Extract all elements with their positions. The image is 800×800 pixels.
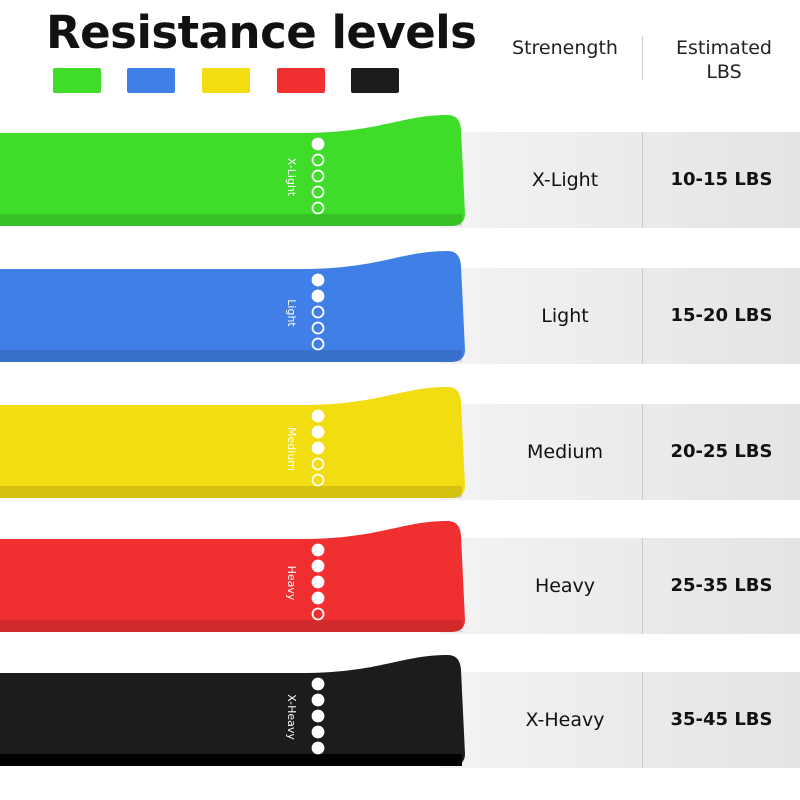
resistance-band: X-Heavy [0,655,465,766]
strength-label: Medium [527,441,603,463]
column-divider [642,404,643,500]
band-body [0,521,465,632]
column-divider [642,268,643,364]
filled-dot [311,543,325,557]
swatch-red [277,68,325,93]
lbs-value: 10-15 LBS [670,169,773,190]
band-fold-shadow [0,350,462,362]
level-row: Medium 20-25 LBS [440,404,800,500]
header-lbs-line1: Estimated [676,37,772,59]
filled-dot [311,693,325,707]
band-body [0,115,465,226]
band-label: X-Heavy [285,694,298,740]
swatch-green [53,68,101,93]
band-label: Medium [285,427,298,471]
filled-dot [311,677,325,691]
band-fold-shadow [0,620,462,632]
empty-dot [311,153,325,167]
band-label: X-Light [285,158,298,197]
empty-dot [311,337,325,351]
filled-dot [311,137,325,151]
empty-dot [311,185,325,199]
lbs-value: 35-45 LBS [670,709,773,730]
resistance-band: Light [0,251,465,362]
filled-dot [311,441,325,455]
empty-dot [311,201,325,215]
band-label: Light [285,299,298,327]
resistance-band: Medium [0,387,465,498]
filled-dot [311,273,325,287]
filled-dot [311,709,325,723]
swatch-yellow [202,68,250,93]
empty-dot [311,305,325,319]
filled-dot [311,725,325,739]
empty-dot [311,607,325,621]
band-fold-shadow [0,214,462,226]
level-row: Heavy 25-35 LBS [440,538,800,634]
header-lbs-line2: LBS [706,61,742,83]
page-title: Resistance levels [46,6,477,59]
swatch-blue [127,68,175,93]
empty-dot [311,321,325,335]
strength-label: Light [541,305,589,327]
filled-dot [311,575,325,589]
lbs-value: 25-35 LBS [670,575,773,596]
filled-dot [311,289,325,303]
band-body [0,655,465,766]
band-label: Heavy [285,566,298,601]
column-divider [642,672,643,768]
resistance-band: X-Light [0,115,465,226]
header-estimated-lbs: Estimated LBS [650,36,798,84]
lbs-value: 20-25 LBS [670,441,773,462]
filled-dot [311,591,325,605]
empty-dot [311,457,325,471]
band-fold-shadow [0,754,462,766]
resistance-band: Heavy [0,521,465,632]
level-row: X-Light 10-15 LBS [440,132,800,228]
swatch-black [351,68,399,93]
filled-dot [311,559,325,573]
lbs-value: 15-20 LBS [670,305,773,326]
strength-label: X-Heavy [525,709,605,731]
band-fold-shadow [0,486,462,498]
header-strength: Strenength [512,37,618,59]
strength-label: X-Light [531,169,599,191]
empty-dot [311,169,325,183]
column-divider [642,538,643,634]
empty-dot [311,473,325,487]
filled-dot [311,425,325,439]
column-divider [642,132,643,228]
filled-dot [311,741,325,755]
strength-label: Heavy [534,575,596,597]
band-body [0,387,465,498]
level-row: X-Heavy 35-45 LBS [440,672,800,768]
filled-dot [311,409,325,423]
header-divider [642,36,643,80]
level-row: Light 15-20 LBS [440,268,800,364]
band-body [0,251,465,362]
